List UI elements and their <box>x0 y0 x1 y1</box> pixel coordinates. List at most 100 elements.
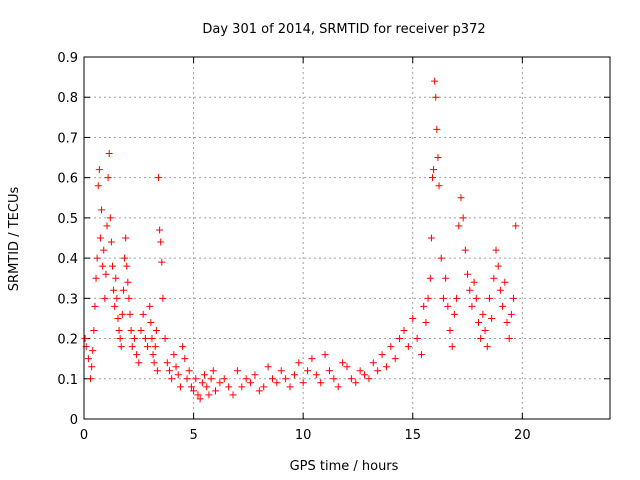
data-point <box>102 270 110 278</box>
data-point <box>488 314 496 322</box>
data-point <box>158 258 166 266</box>
data-point <box>107 238 115 246</box>
data-point <box>113 294 121 302</box>
data-point <box>461 246 469 254</box>
data-point <box>141 335 149 343</box>
data-point <box>225 383 233 391</box>
data-point <box>409 314 417 322</box>
y-tick-label: 0.4 <box>57 252 78 267</box>
x-tick-label: 5 <box>189 428 197 443</box>
data-point <box>450 310 458 318</box>
data-point <box>499 302 507 310</box>
data-point <box>418 351 426 359</box>
data-point <box>151 343 159 351</box>
y-axis-label: SRMTID / TECUs <box>7 187 22 292</box>
data-point <box>334 383 342 391</box>
data-point <box>492 246 500 254</box>
data-point <box>157 238 165 246</box>
data-point <box>290 371 298 379</box>
y-tick-label: 0.9 <box>57 51 78 66</box>
data-point <box>198 379 206 387</box>
data-point <box>432 93 440 101</box>
data-point <box>442 274 450 282</box>
data-point <box>201 371 209 379</box>
data-point <box>183 375 191 383</box>
data-point <box>475 318 482 326</box>
data-point <box>352 379 360 387</box>
data-point <box>118 310 126 318</box>
data-point <box>139 310 147 318</box>
data-point <box>444 302 452 310</box>
data-point <box>114 314 122 322</box>
data-point <box>424 294 432 302</box>
data-point <box>137 327 145 335</box>
y-tick-label: 0.1 <box>57 373 78 388</box>
data-point <box>123 262 131 270</box>
data-point <box>260 383 268 391</box>
data-point <box>470 278 478 286</box>
data-point <box>264 363 272 371</box>
data-point <box>207 375 215 383</box>
y-tick-label: 0.2 <box>57 333 78 348</box>
data-point <box>481 327 489 335</box>
data-point <box>170 351 178 359</box>
data-point <box>176 383 184 391</box>
data-point <box>100 246 108 254</box>
axis-ticks: 0 5 10 15 20 0 0.1 0.2 0.3 0.4 0.5 0.6 0.7 0.8 0.9 <box>57 51 610 443</box>
plot-frame <box>83 56 611 420</box>
data-point <box>455 222 463 230</box>
data-point <box>174 371 182 379</box>
data-point <box>130 335 138 343</box>
data-point <box>185 367 193 375</box>
data-point <box>472 294 480 302</box>
data-point <box>437 254 445 262</box>
data-point <box>84 355 92 363</box>
data-point <box>485 294 493 302</box>
data-point <box>150 359 158 367</box>
data-point <box>466 286 474 294</box>
data-point <box>220 375 228 383</box>
data-point <box>273 379 281 387</box>
data-point <box>94 182 102 190</box>
data-point <box>144 343 152 351</box>
data-point <box>146 302 154 310</box>
grid <box>84 57 610 419</box>
data-point <box>121 254 129 262</box>
data-point <box>242 375 250 383</box>
data-point <box>382 363 390 371</box>
data-point <box>117 343 125 351</box>
data-point <box>464 270 472 278</box>
data-point <box>229 391 237 399</box>
x-axis-label: GPS time / hours <box>290 459 399 474</box>
data-point <box>304 367 312 375</box>
data-point <box>103 222 111 230</box>
data-point <box>387 343 395 351</box>
data-point <box>420 302 428 310</box>
y-tick-label: 0.7 <box>57 131 78 146</box>
data-point <box>404 343 412 351</box>
data-point <box>439 294 447 302</box>
data-point <box>459 214 467 222</box>
data-point <box>277 367 285 375</box>
data-point <box>152 327 160 335</box>
data-point <box>483 343 491 351</box>
data-point <box>194 391 202 399</box>
data-point <box>126 310 134 318</box>
data-point <box>422 318 430 326</box>
data-point <box>216 379 224 387</box>
data-point <box>325 367 333 375</box>
data-point <box>479 310 487 318</box>
data-point <box>149 351 157 359</box>
data-point <box>119 286 127 294</box>
data-point <box>308 355 316 363</box>
data-point <box>505 335 513 343</box>
data-point <box>87 375 95 383</box>
data-point <box>187 383 195 391</box>
data-point <box>179 343 187 351</box>
x-tick-label: 20 <box>514 428 531 443</box>
data-point <box>99 262 107 270</box>
data-point <box>98 206 106 214</box>
data-point <box>435 182 443 190</box>
data-point <box>95 166 103 174</box>
